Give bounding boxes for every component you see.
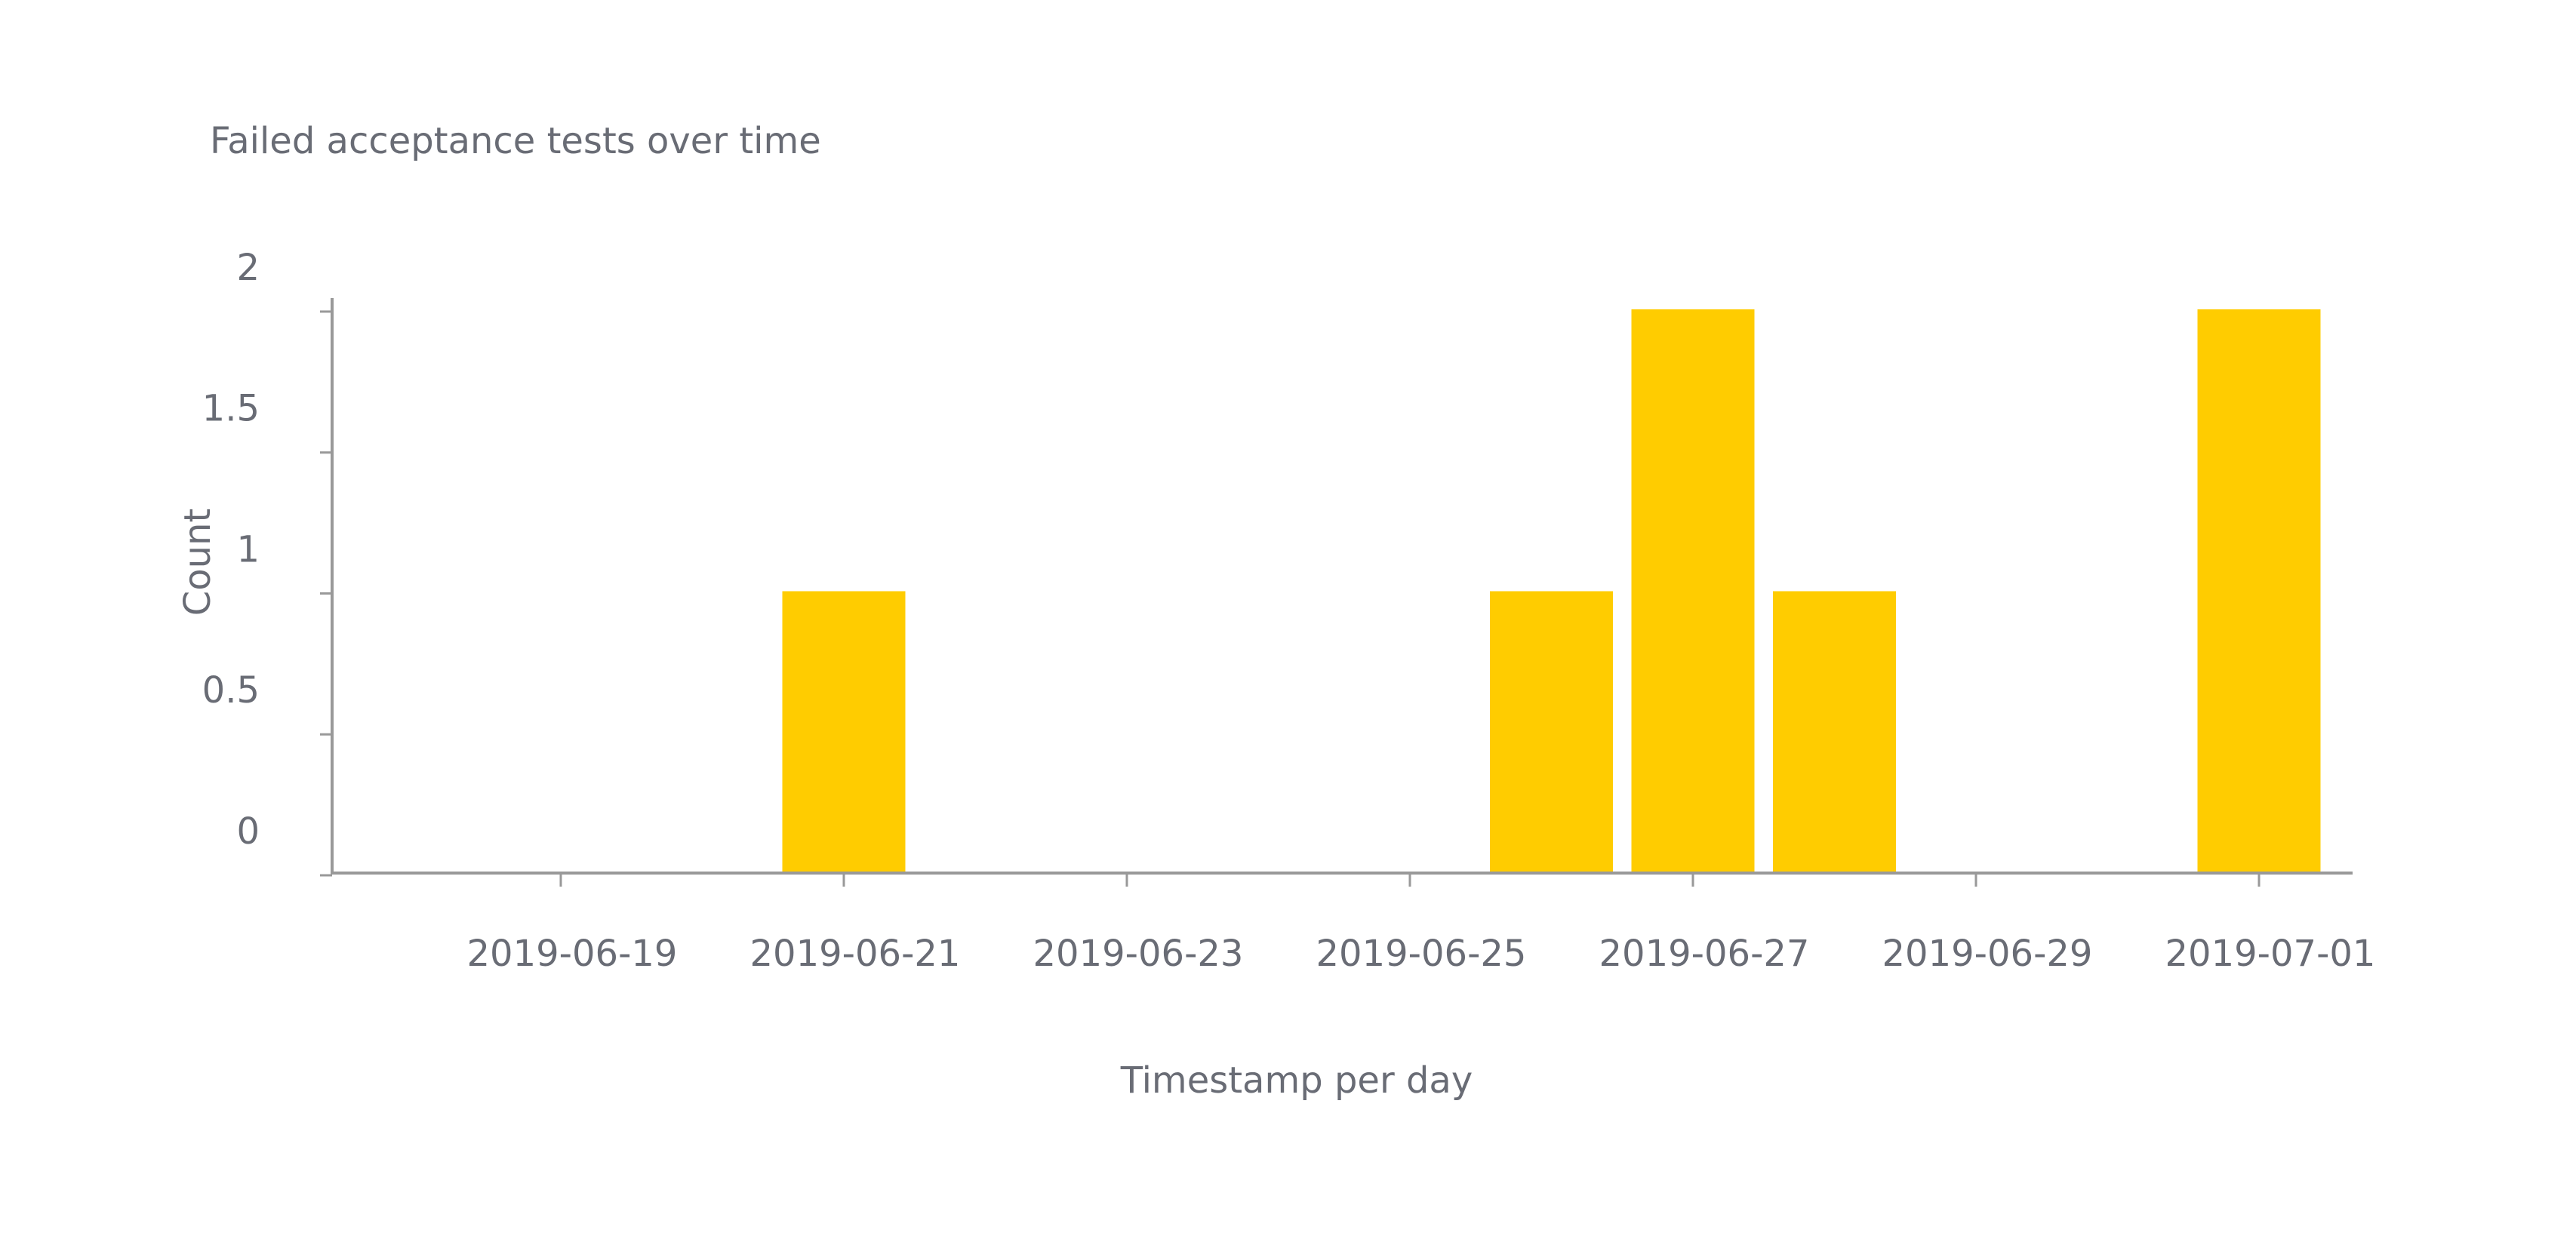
bar-2019-06-28 bbox=[1773, 591, 1896, 873]
x-axis-label: Timestamp per day bbox=[1120, 1059, 1473, 1102]
ticks-layer: 0 0.5 1 1.5 2 2019-06-19 2019-06-21 2019-06-23 2… bbox=[202, 247, 2376, 975]
bar-2019-06-21 bbox=[782, 591, 906, 873]
x-tick-label-2019-06-21: 2019-06-21 bbox=[750, 933, 961, 975]
y-tick-label-2: 2 bbox=[236, 247, 260, 289]
x-tick-label-2019-06-19: 2019-06-19 bbox=[467, 933, 678, 975]
bars-layer bbox=[782, 309, 2321, 873]
x-tick-label-2019-06-27: 2019-06-27 bbox=[1599, 933, 1810, 975]
x-tick-label-2019-06-25: 2019-06-25 bbox=[1316, 933, 1527, 975]
bar-2019-06-26 bbox=[1490, 591, 1613, 873]
bar-2019-07-01 bbox=[2197, 309, 2321, 873]
y-tick-label-1: 1 bbox=[236, 529, 260, 571]
y-axis-label: Count bbox=[177, 509, 219, 616]
x-tick-label-2019-06-29: 2019-06-29 bbox=[1882, 933, 2093, 975]
y-tick-label-0.5: 0.5 bbox=[202, 669, 260, 712]
axes-layer bbox=[331, 298, 2353, 875]
y-tick-label-1.5: 1.5 bbox=[202, 388, 260, 430]
x-tick-label-2019-06-23: 2019-06-23 bbox=[1033, 933, 1244, 975]
x-tick-label-2019-07-01: 2019-07-01 bbox=[2165, 933, 2376, 975]
chart-title: Failed acceptance tests over time bbox=[210, 120, 821, 162]
y-tick-label-0: 0 bbox=[236, 810, 260, 853]
bar-2019-06-27 bbox=[1631, 309, 1755, 873]
